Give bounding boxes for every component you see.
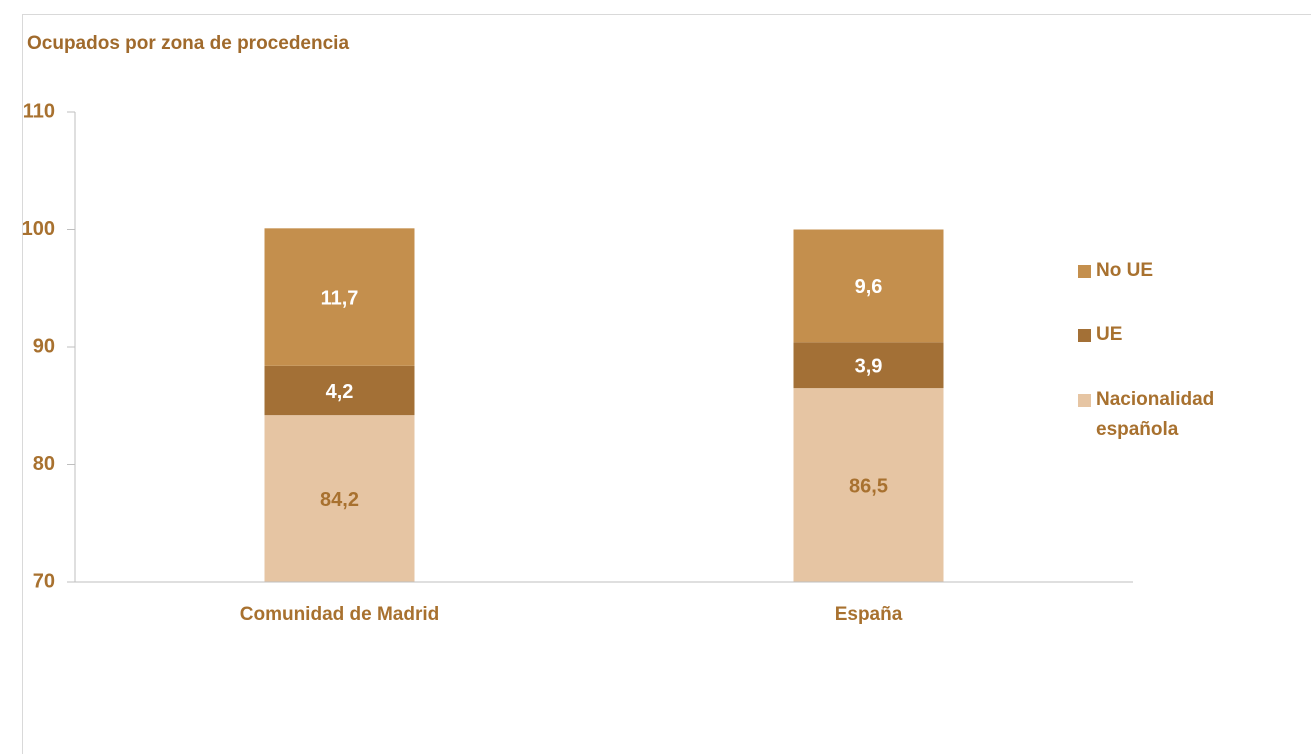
legend-label: UE (1096, 324, 1123, 345)
bar-segment (264, 365, 415, 416)
legend-swatch (1078, 394, 1091, 407)
y-tick-label: 110 (23, 100, 55, 122)
legend-swatch (1078, 329, 1091, 342)
legend-label: Nacionalidad española (1096, 389, 1215, 440)
bar-segment (793, 229, 944, 343)
value-label: 86,5 (849, 475, 888, 497)
bar-segment (264, 415, 415, 582)
value-label: 9,6 (855, 276, 883, 298)
legend-item: Nacionalidad española (1078, 385, 1246, 445)
y-tick-label: 90 (33, 335, 55, 357)
x-tick-label: España (835, 604, 903, 625)
bar-segment (793, 342, 944, 389)
legend-item: UE (1078, 320, 1246, 350)
y-tick-label: 80 (33, 453, 55, 475)
legend-item: No UE (1078, 256, 1246, 286)
legend-label: No UE (1096, 260, 1153, 281)
y-tick-label: 70 (33, 570, 55, 592)
y-tick-label: 100 (22, 218, 55, 240)
value-label: 11,7 (321, 287, 359, 309)
value-label: 3,9 (855, 355, 883, 377)
bar-segment (793, 388, 944, 582)
bar-segment (264, 228, 415, 366)
x-tick-label: Comunidad de Madrid (240, 604, 440, 625)
value-label: 84,2 (320, 489, 359, 511)
value-label: 4,2 (326, 381, 354, 403)
chart-title: Ocupados por zona de procedencia (27, 33, 349, 54)
legend-swatch (1078, 265, 1091, 278)
chart-frame (22, 14, 1311, 754)
